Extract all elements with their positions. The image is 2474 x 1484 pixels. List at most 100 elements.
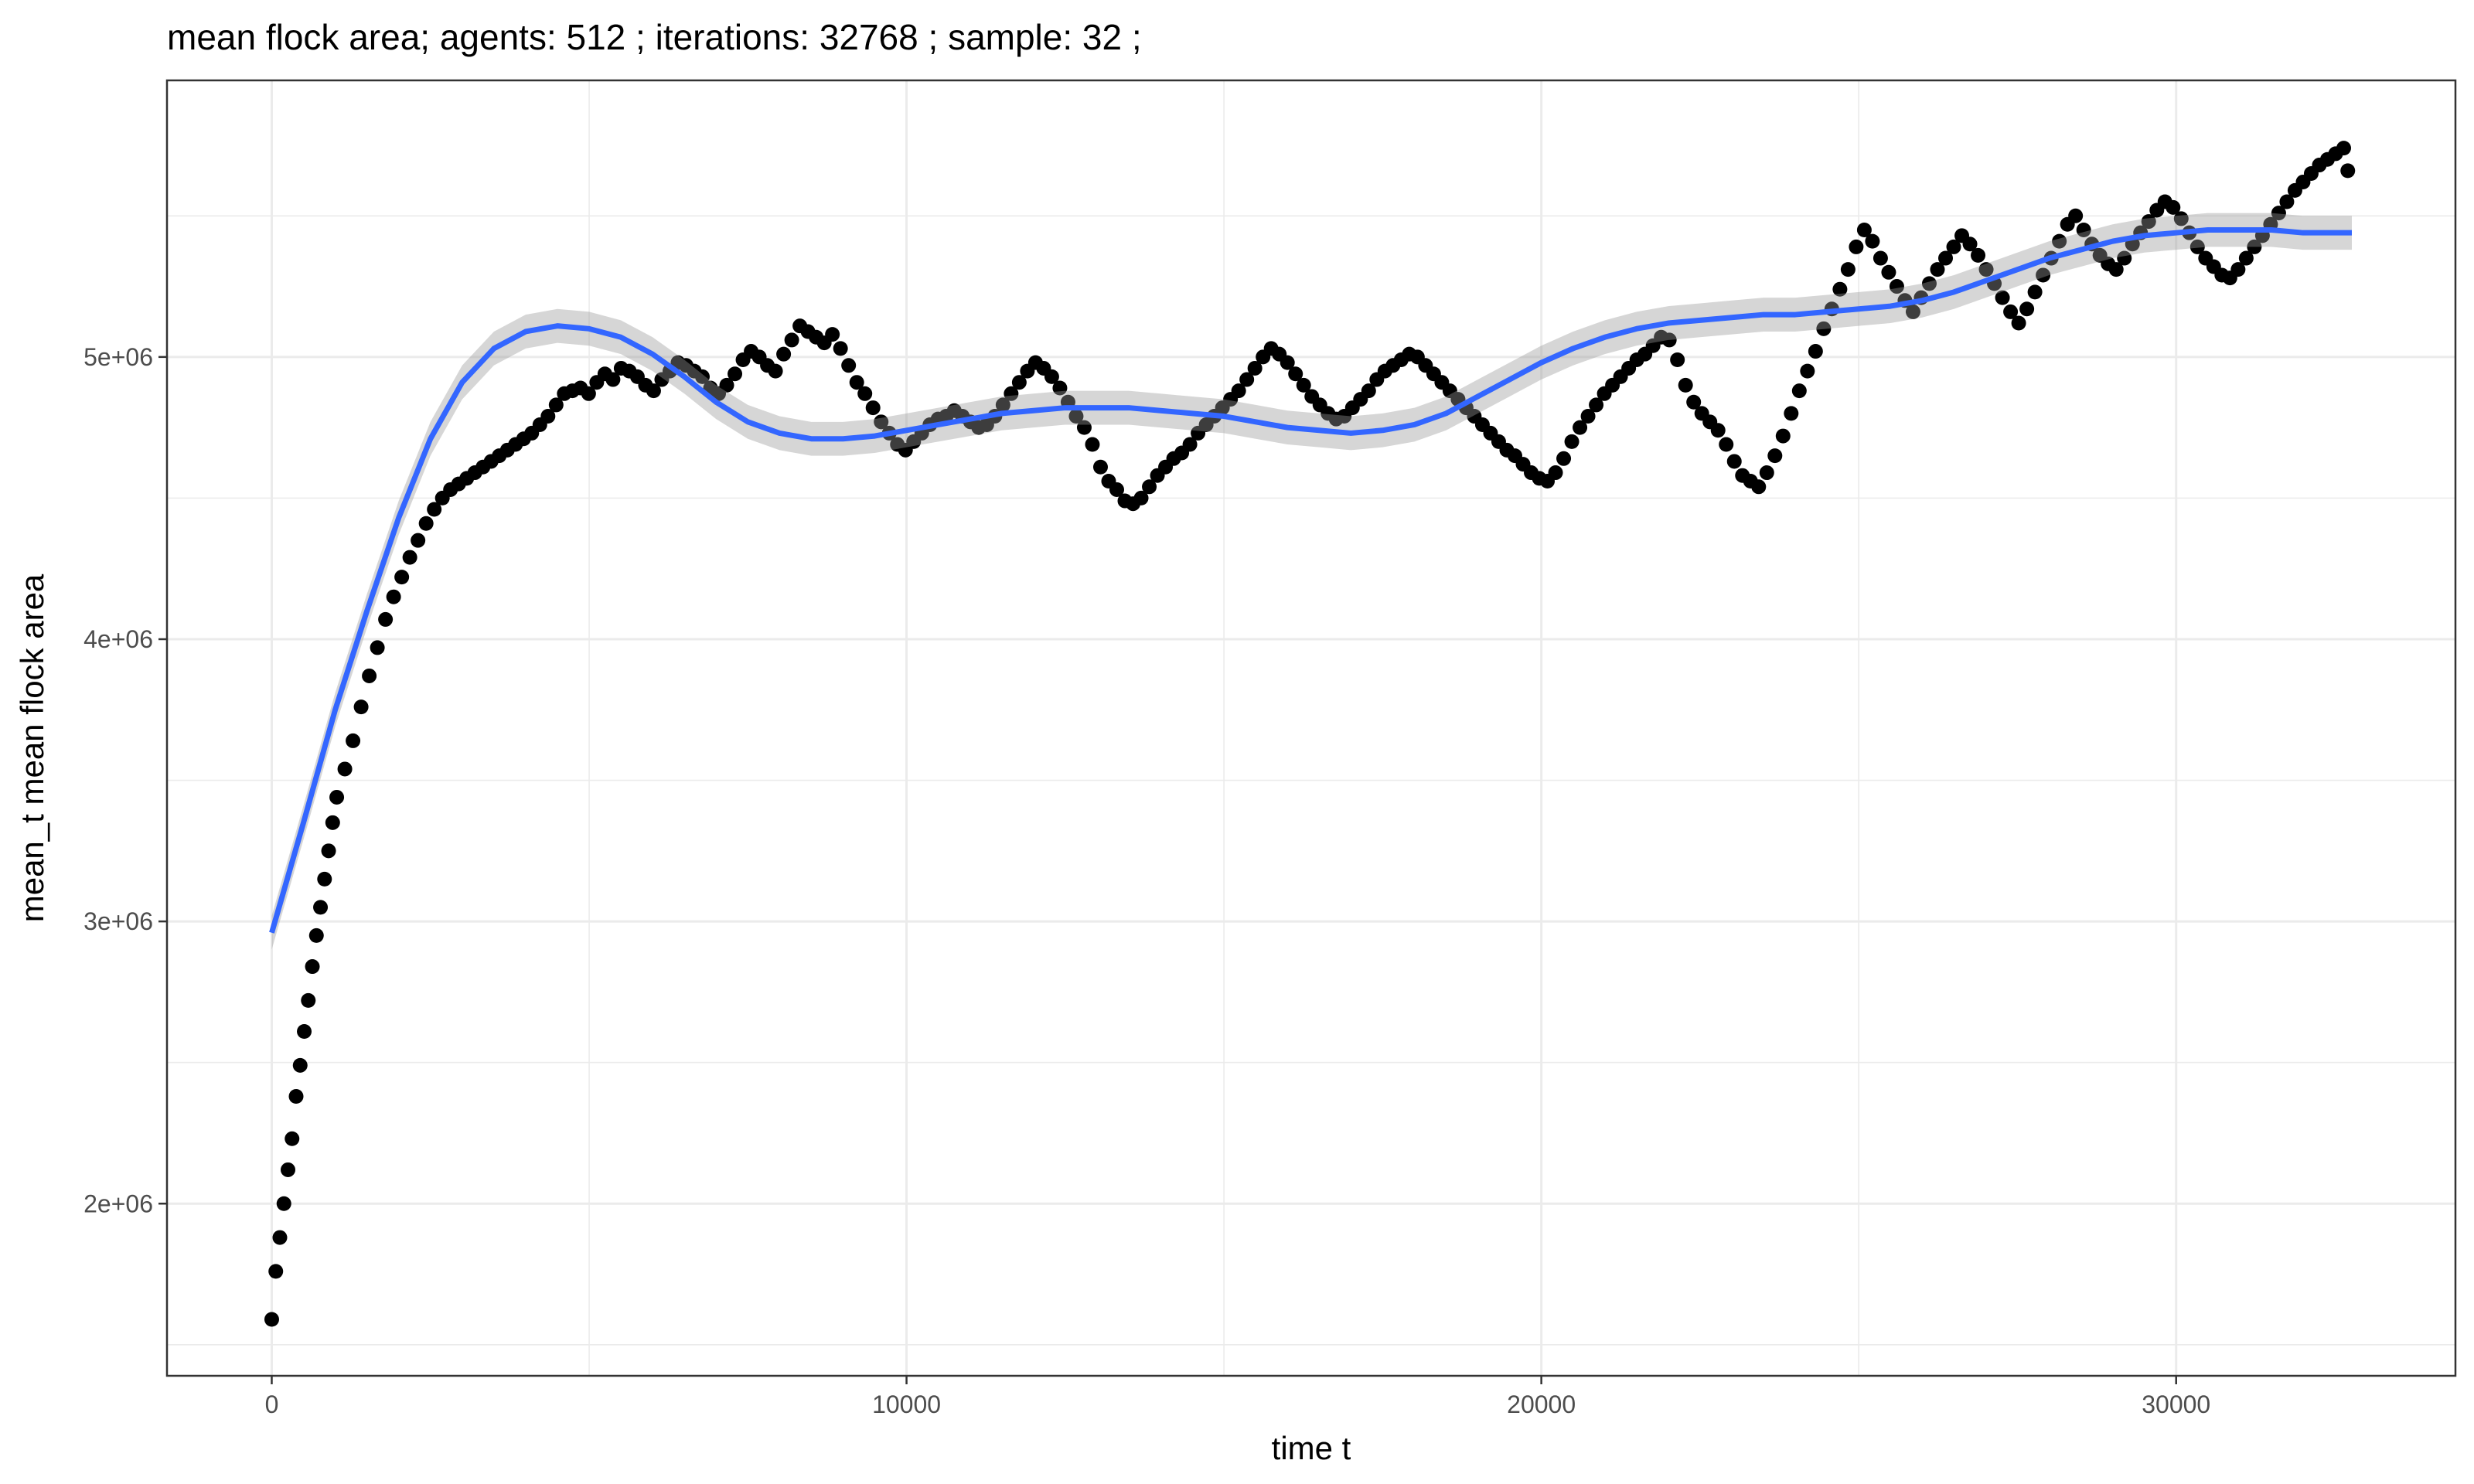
data-point <box>276 1196 291 1211</box>
data-point <box>346 733 361 748</box>
data-point <box>1011 375 1027 390</box>
data-point <box>833 341 848 356</box>
plot-panel-border <box>165 79 2457 1377</box>
data-point <box>402 550 417 565</box>
y-axis-label: mean_t mean flock area <box>14 574 50 922</box>
data-point <box>1719 437 1734 452</box>
data-point <box>285 1131 300 1146</box>
data-point <box>1816 321 1832 336</box>
data-point <box>2238 250 2254 266</box>
data-point <box>317 871 332 887</box>
data-point <box>1905 304 1920 319</box>
data-point <box>308 928 324 943</box>
data-point <box>321 843 336 859</box>
data-point <box>1832 281 1848 297</box>
data-point <box>646 383 661 399</box>
data-point <box>2108 262 2124 277</box>
data-point <box>2076 223 2091 238</box>
data-point <box>1800 363 1815 379</box>
data-point <box>1296 377 1311 393</box>
data-point <box>1995 290 2010 305</box>
data-point <box>1971 247 1986 263</box>
data-point <box>540 409 556 424</box>
data-point <box>1751 479 1767 495</box>
data-point <box>2036 267 2051 283</box>
data-point <box>865 400 881 416</box>
data-point <box>325 815 340 830</box>
y-tick-label: 5e+06 <box>83 343 153 371</box>
data-point <box>1109 482 1125 497</box>
data-point <box>2189 239 2205 254</box>
data-point <box>1068 409 1084 424</box>
data-point <box>1556 451 1572 466</box>
data-point <box>1280 355 1295 370</box>
data-point <box>2003 304 2019 319</box>
data-point <box>313 900 329 915</box>
data-point <box>1962 237 1978 252</box>
x-tick-label: 10000 <box>872 1390 941 1418</box>
data-point <box>1670 352 1685 367</box>
data-point <box>2166 199 2181 215</box>
y-tick-label: 4e+06 <box>83 625 153 653</box>
chart-title: mean flock area; agents: 512 ; iteration… <box>167 17 1142 57</box>
data-point <box>776 346 792 362</box>
smooth-trend-line <box>269 227 2352 934</box>
data-point <box>1288 366 1303 382</box>
data-point <box>268 1264 284 1279</box>
data-point <box>581 386 596 401</box>
data-point <box>2027 284 2043 300</box>
data-point <box>1791 383 1807 399</box>
data-point <box>2336 141 2351 156</box>
y-tick-label: 2e+06 <box>83 1190 153 1217</box>
data-point <box>353 699 369 715</box>
data-point <box>394 570 410 585</box>
data-point <box>1710 423 1726 438</box>
data-point <box>1548 465 1563 481</box>
data-point <box>1044 369 1059 384</box>
data-point <box>418 516 434 531</box>
data-point <box>1873 250 1888 266</box>
x-tick-label: 30000 <box>2142 1390 2210 1418</box>
x-tick-label: 0 <box>265 1390 279 1418</box>
data-point <box>378 611 394 627</box>
data-point <box>1767 448 1783 464</box>
data-point <box>849 375 864 390</box>
data-point <box>2019 301 2035 317</box>
data-point <box>874 414 889 430</box>
data-point <box>995 397 1010 413</box>
data-point <box>1938 250 1954 266</box>
data-point <box>784 332 799 348</box>
data-point <box>1921 276 1937 291</box>
data-point <box>280 1162 295 1177</box>
data-point <box>288 1089 304 1104</box>
y-tick-label: 3e+06 <box>83 907 153 935</box>
data-point <box>1775 428 1791 444</box>
data-point <box>2052 233 2067 249</box>
data-point <box>1076 420 1092 435</box>
data-point <box>1865 233 1880 249</box>
data-point <box>264 1312 279 1327</box>
data-point <box>427 502 442 517</box>
data-point <box>292 1057 308 1073</box>
data-point <box>1726 454 1742 469</box>
data-point <box>2247 239 2262 254</box>
data-point <box>857 386 873 401</box>
data-point <box>1589 397 1604 413</box>
data-point <box>1133 490 1149 505</box>
data-point <box>1004 386 1019 401</box>
data-point <box>1573 420 1588 435</box>
data-point <box>695 369 711 384</box>
data-point <box>1759 465 1774 481</box>
data-point <box>548 397 564 413</box>
data-point <box>1247 360 1263 376</box>
data-point <box>1856 223 1872 238</box>
data-point <box>1092 459 1108 475</box>
data-point <box>719 377 734 393</box>
data-point <box>305 959 320 975</box>
data-point <box>1239 372 1255 387</box>
data-point <box>2279 194 2295 209</box>
data-point <box>272 1230 288 1245</box>
x-tick-label: 20000 <box>1507 1390 1576 1418</box>
data-point <box>1686 394 1702 410</box>
